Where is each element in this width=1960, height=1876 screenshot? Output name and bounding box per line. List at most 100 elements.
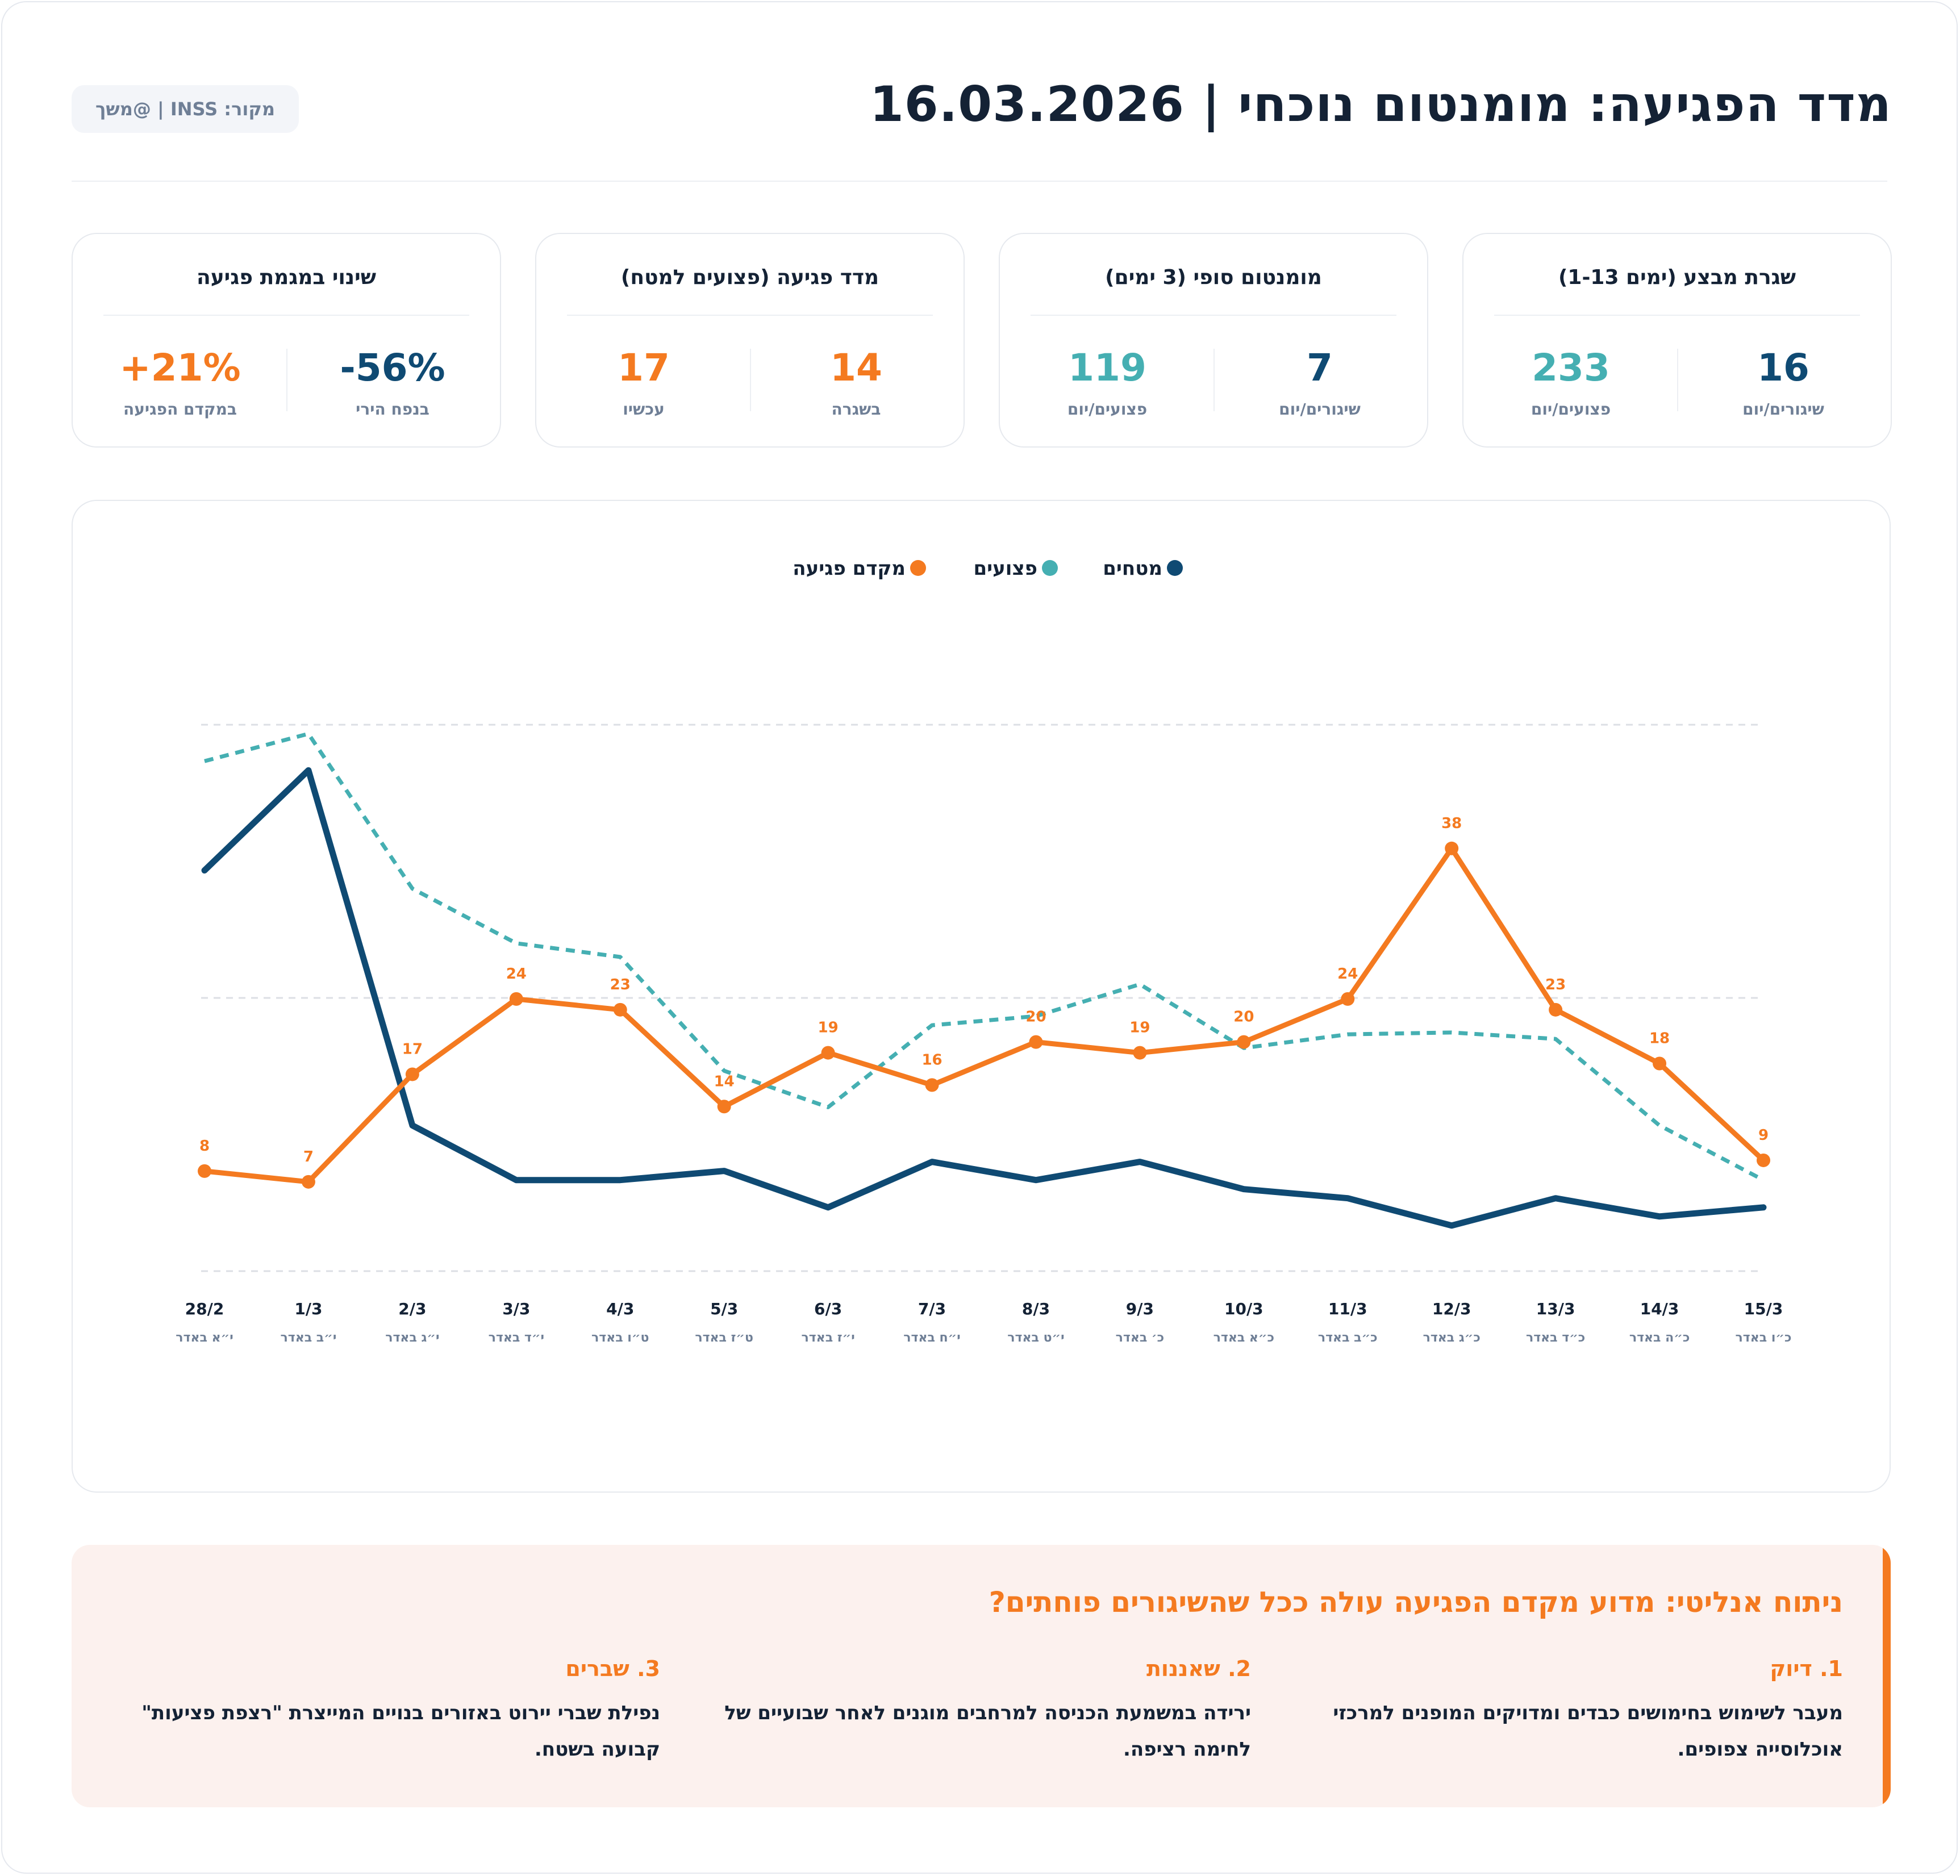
data-point-impact — [301, 1175, 315, 1189]
metric-routine: 14 בשגרה — [749, 345, 964, 419]
data-label-impact: 19 — [1129, 1020, 1150, 1037]
line-chart: מטחים פצועים מקדם פגיעה 8 7 17 24 23 14 19 16 20 19 2… — [176, 557, 1792, 1345]
data-label-impact: 8 — [199, 1138, 210, 1155]
legend-label: פצועים — [973, 557, 1037, 580]
x-tick-hebrew-date: כ״ד באדר — [1526, 1331, 1585, 1345]
metric-value: 7 — [1307, 346, 1333, 390]
legend-marker — [910, 560, 926, 576]
data-point-impact — [821, 1046, 835, 1060]
data-label-impact: 20 — [1025, 1009, 1046, 1026]
metric-label: במקדם הפגיעה — [123, 400, 237, 419]
data-point-impact — [405, 1067, 419, 1081]
data-point-impact — [1029, 1035, 1043, 1049]
metric-now: 17 עכשיו — [536, 345, 751, 419]
data-label-impact: 17 — [402, 1041, 423, 1058]
x-tick-label: 4/3 — [606, 1300, 634, 1318]
x-tick-label: 9/3 — [1126, 1300, 1154, 1318]
data-point-impact — [1237, 1035, 1251, 1049]
data-label-impact: 23 — [610, 976, 631, 993]
x-tick-hebrew-date: ט״ו באדר — [591, 1331, 649, 1345]
data-label-impact: 20 — [1233, 1009, 1254, 1026]
card-divider — [1494, 315, 1860, 316]
data-point-impact — [925, 1078, 939, 1092]
x-tick-label: 11/3 — [1328, 1300, 1367, 1318]
x-tick-hebrew-date: י״ט באדר — [1007, 1331, 1064, 1345]
series-line-salvos — [201, 767, 1767, 1229]
x-tick-hebrew-date: י״ח באדר — [903, 1331, 960, 1345]
data-point-impact — [1549, 1002, 1563, 1017]
metric-impact-coefficient: +21% במקדם הפגיעה — [73, 345, 287, 419]
data-label-impact: 38 — [1441, 815, 1462, 832]
data-label-impact: 24 — [1337, 966, 1358, 983]
x-tick-hebrew-date: י״ד באדר — [489, 1331, 544, 1345]
legend-label: מקדם פגיעה — [793, 557, 906, 580]
x-tick-label: 10/3 — [1224, 1300, 1263, 1318]
data-point-impact — [1445, 841, 1459, 855]
x-tick-label: 14/3 — [1640, 1300, 1679, 1318]
metric-label: פצועים/יום — [1067, 400, 1148, 419]
x-tick-label: 15/3 — [1744, 1300, 1783, 1318]
data-label-impact: 7 — [303, 1148, 314, 1165]
x-tick-label: 6/3 — [814, 1300, 842, 1318]
analysis-title: ניתוח אנליטי: מדוע מקדם הפגיעה עולה ככל … — [989, 1586, 1843, 1619]
data-label-impact: 24 — [506, 966, 527, 983]
analysis-item-accuracy: 1. דיוק מעבר לשימוש בחימושים כבדים ומדוי… — [1298, 1656, 1843, 1768]
metric-value: 119 — [1068, 346, 1146, 390]
x-tick-label: 1/3 — [294, 1300, 322, 1318]
x-tick-label: 12/3 — [1432, 1300, 1471, 1318]
data-label-impact: 9 — [1758, 1127, 1769, 1144]
x-tick-label: 13/3 — [1536, 1300, 1575, 1318]
data-point-impact — [1133, 1046, 1147, 1060]
x-tick-hebrew-date: י״ג באדר — [385, 1331, 439, 1345]
metric-label: שיגורים/יום — [1279, 400, 1361, 419]
metric-value: 233 — [1532, 346, 1610, 390]
metric-value: 17 — [618, 346, 670, 390]
data-point-impact — [717, 1100, 731, 1114]
analysis-item-heading: 1. דיוק — [1770, 1656, 1843, 1681]
analysis-item-heading: 3. שברים — [565, 1656, 660, 1681]
x-tick-label: 3/3 — [502, 1300, 530, 1318]
analysis-item-body: נפילת שברי יירוט באזורים בנויים המייצרת … — [141, 1702, 660, 1761]
metric-value: 14 — [830, 346, 882, 390]
x-tick-hebrew-date: כ״ה באדר — [1629, 1331, 1690, 1345]
metric-injured: 233 פצועים/יום — [1463, 345, 1678, 419]
data-point-impact — [198, 1164, 211, 1178]
data-point-impact — [613, 1002, 627, 1017]
legend-label: מטחים — [1103, 557, 1162, 580]
analysis-item-body: מעבר לשימוש בחימושים כבדים ומדויקים המופ… — [1333, 1702, 1843, 1761]
metric-label: בשגרה — [831, 400, 881, 419]
series-line-injured — [204, 732, 1765, 1182]
metric-launches: 7 שיגורים/יום — [1212, 345, 1427, 419]
x-tick-hebrew-date: כ״ג באדר — [1423, 1331, 1481, 1345]
x-tick-hebrew-date: כ״א באדר — [1213, 1331, 1274, 1345]
x-tick-label: 5/3 — [710, 1300, 738, 1318]
x-tick-hebrew-date: ט״ז באדר — [695, 1331, 753, 1345]
analysis-item-complacency: 2. שאננות ירידה במשמעת הכניסה למרחבים מו… — [706, 1656, 1251, 1768]
metric-fire-volume: -56% בנפח הירי — [285, 345, 500, 419]
source-badge: מקור: INSS | @משך — [72, 85, 299, 133]
analysis-item-debris: 3. שברים נפילת שברי יירוט באזורים בנויים… — [115, 1656, 660, 1768]
analysis-accent-bar — [1883, 1545, 1891, 1807]
card-trend-change: שינוי במגמת פגיעה -56% בנפח הירי +21% במ… — [72, 233, 501, 448]
metric-value: 16 — [1757, 346, 1809, 390]
legend-marker — [1042, 560, 1058, 576]
data-label-impact: 19 — [818, 1020, 839, 1037]
card-impact-index: מדד פגיעה (פצועים למטח) 14 בשגרה 17 עכשי… — [535, 233, 965, 448]
metric-label: שיגורים/יום — [1742, 400, 1824, 419]
x-tick-label: 7/3 — [918, 1300, 946, 1318]
metric-divider — [286, 349, 287, 411]
analysis-item-heading: 2. שאננות — [1146, 1656, 1251, 1681]
analysis-item-body: ירידה במשמעת הכניסה למרחבים מוגנים לאחר … — [724, 1702, 1251, 1761]
analysis-panel: ניתוח אנליטי: מדוע מקדם הפגיעה עולה ככל … — [72, 1545, 1891, 1807]
card-title: שגרת מבצע (ימים 1-13) — [1558, 266, 1796, 289]
metric-divider — [750, 349, 751, 411]
x-tick-hebrew-date: י״א באדר — [176, 1331, 233, 1345]
x-tick-hebrew-date: כ״ו באדר — [1736, 1331, 1792, 1345]
metric-label: בנפח הירי — [356, 400, 429, 419]
card-title: מדד פגיעה (פצועים למטח) — [620, 266, 879, 289]
card-divider — [567, 315, 933, 316]
x-tick-label: 2/3 — [398, 1300, 426, 1318]
metric-value: -56% — [340, 346, 445, 390]
x-tick-hebrew-date: כ׳ באדר — [1116, 1331, 1164, 1345]
